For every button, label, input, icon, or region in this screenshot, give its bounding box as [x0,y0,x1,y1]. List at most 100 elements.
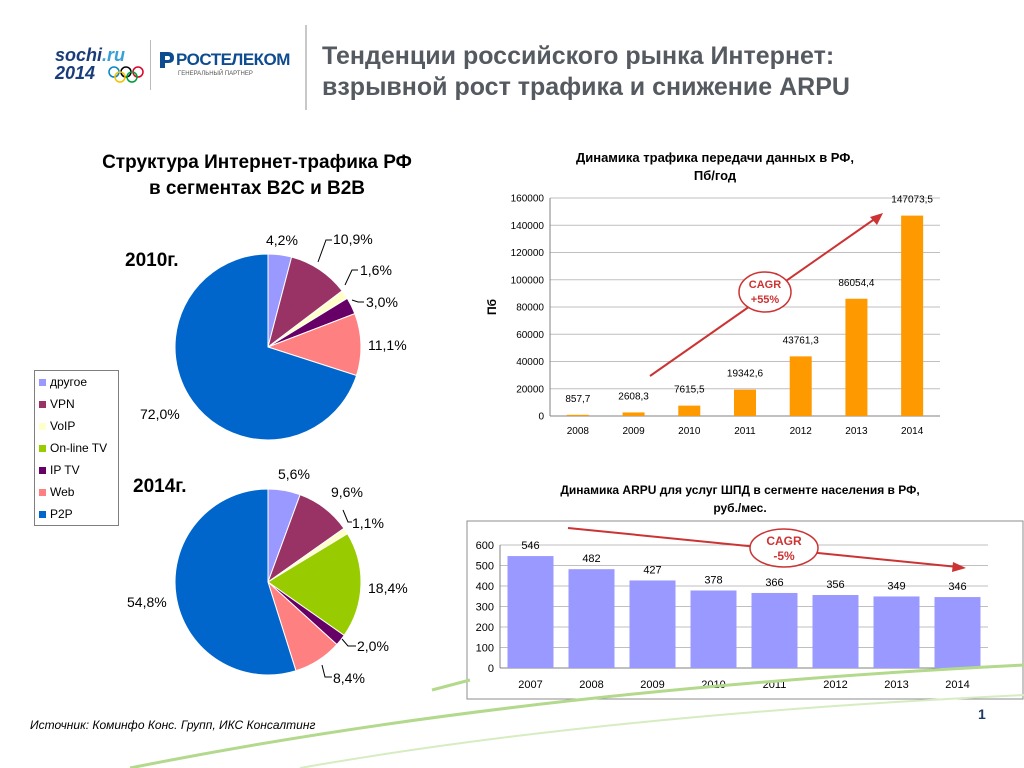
arpu-chart-border [466,520,1024,700]
legend-item-iptv: IP TV [39,461,80,479]
legend-item-voip: VoIP [39,417,75,435]
traffic-y-tick-label: 140000 [511,221,545,232]
legend-item-online-tv: On-line TV [39,439,107,457]
traffic-value-label: 86054,4 [838,278,875,289]
pie-2010-label-vpn: 10,9% [333,231,373,247]
arpu-x-tick-label: 2008 [579,679,603,691]
sochi-logo-year: 2014 [55,63,96,83]
traffic-bar [901,215,924,416]
traffic-y-tick-label: 60000 [516,330,544,341]
traffic-bar [734,389,756,416]
traffic-y-tick-label: 100000 [511,275,545,286]
arpu-value-label: 546 [521,540,539,552]
rostelecom-logo-subtitle: ГЕНЕРАЛЬНЫЙ ПАРТНЕР [178,71,253,77]
pie-chart-2010 [174,253,362,441]
legend-swatch [39,444,46,452]
traffic-bar [789,356,812,416]
arpu-bar [507,556,554,668]
arpu-x-tick-label: 2014 [945,679,969,691]
traffic-trend-arrowhead [870,213,883,225]
traffic-y-tick-label: 40000 [516,357,544,368]
page-title-line1: Тенденции российского рынка Интернет: [322,42,835,70]
arpu-value-label: 349 [887,580,905,592]
traffic-x-tick-label: 2010 [678,426,701,437]
arpu-bar [873,596,920,668]
olympic-rings-icon [108,66,144,83]
header-divider [305,25,307,110]
pie-slice-p2p [174,488,297,676]
traffic-x-tick-label: 2013 [845,426,868,437]
arpu-bar [812,595,859,668]
arpu-y-tick-label: 600 [476,540,494,552]
legend-label: другое [50,375,88,389]
sochi-logo: sochi.ru 2014 [55,46,150,86]
traffic-value-label: 43761,3 [783,335,820,346]
traffic-y-tick-label: 80000 [516,303,544,314]
pie-2014-label-online-tv: 18,4% [368,580,408,596]
pie-2010-label-web: 11,1% [368,337,407,353]
rostelecom-logo-text: РОСТЕЛЕКОМ [176,50,290,69]
pie-chart-2014 [174,488,362,676]
arpu-value-label: 346 [948,581,966,593]
legend-swatch [39,466,46,474]
pie-section-title-line1: Структура Интернет-трафика РФ [102,152,412,173]
traffic-value-label: 7615,5 [674,385,705,396]
legend-label: Web [50,485,75,499]
rostelecom-logo: РОСТЕЛЕКОМ ГЕНЕРАЛЬНЫЙ ПАРТНЕР [158,48,290,88]
legend-item-other: другое [39,373,87,391]
arpu-value-label: 366 [765,577,783,589]
arpu-bar [690,590,737,668]
arpu-y-tick-label: 400 [476,581,494,593]
arpu-bar [934,597,981,668]
source-note: Источник: Коминфо Конс. Групп, ИКС Конса… [30,718,316,732]
traffic-y-tick-label: 120000 [511,248,545,259]
arpu-x-tick-label: 2009 [640,679,664,691]
pie-2014-label-web: 8,4% [333,670,365,686]
traffic-bar [845,298,868,416]
arpu-cagr-value: -5% [773,549,795,563]
legend-item-vpn: VPN [39,395,75,413]
arpu-bar [629,580,676,668]
traffic-cagr-label: CAGR [749,279,781,291]
pie-2010-label-voip: 1,6% [360,262,392,278]
traffic-y-tick-label: 20000 [516,384,544,395]
traffic-bar [678,405,701,416]
arpu-x-tick-label: 2007 [518,679,542,691]
arpu-x-tick-label: 2013 [884,679,908,691]
sochi-logo-ru: .ru [102,45,126,65]
pie-2014-title: 2014г. [133,476,187,497]
arpu-bar [751,592,798,668]
page-number: 1 [978,706,986,722]
traffic-cagr-value: +55% [751,294,780,306]
arpu-chart-title-line1: Динамика ARPU для услуг ШПД в сегменте н… [560,483,920,497]
arpu-bar [568,569,615,668]
legend-swatch [39,510,46,518]
arpu-bar-chart: 0 100 200 300 400 500 600 546 2007 482 2008 427 2009… [466,520,1024,700]
logo-separator [150,40,151,90]
arpu-y-tick-label: 300 [476,602,494,614]
legend-swatch [39,400,46,408]
legend-item-p2p: P2P [39,505,73,523]
traffic-bar [622,412,645,416]
pie-2010-title: 2010г. [125,250,179,271]
arpu-value-label: 427 [643,564,661,576]
arpu-cagr-badge [749,528,819,568]
traffic-y-tick-label: 0 [538,412,544,423]
legend-label: IP TV [50,463,80,477]
pie-2014-label-other: 5,6% [278,466,310,482]
traffic-x-tick-label: 2009 [622,426,645,437]
legend-swatch [39,488,46,496]
sochi-logo-text: sochi [55,45,103,65]
traffic-x-tick-label: 2012 [790,426,813,437]
pie-2010-label-p2p: 72,0% [140,406,180,422]
arpu-chart-title-line2: руб./мес. [713,501,767,515]
pie-slice-p2p [174,253,358,441]
arpu-y-tick-label: 500 [476,561,494,573]
legend-label: P2P [50,507,73,521]
pie-2014-label-voip: 1,1% [352,515,384,531]
pie-2014-label-iptv: 2,0% [357,638,389,654]
pie-slice-on-line-tv [267,533,362,637]
traffic-x-tick-label: 2014 [901,426,924,437]
pie-2010-label-other: 4,2% [266,232,298,248]
